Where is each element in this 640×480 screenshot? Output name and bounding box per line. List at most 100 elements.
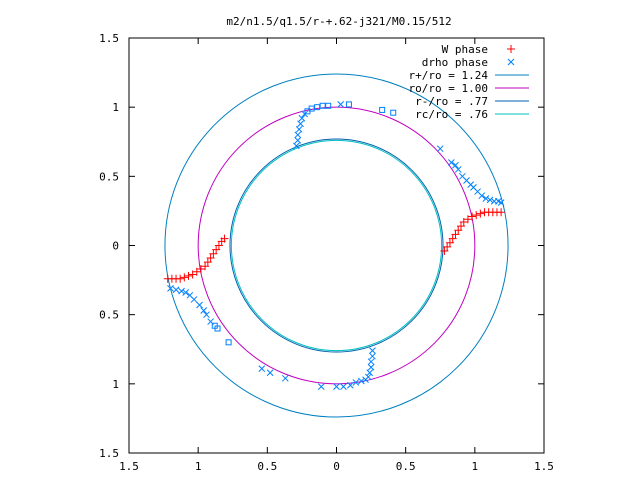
drho-phase-point [482, 195, 490, 202]
drho-phase-point [366, 369, 374, 377]
x-tick-label: 0 [333, 460, 340, 473]
drho-phase-point [200, 307, 208, 314]
drho-phase-point [345, 101, 352, 108]
drho-phase-point [203, 311, 210, 319]
drho-phase-point [293, 142, 300, 150]
w-phase-point [214, 241, 223, 250]
drho-phase-point [436, 145, 444, 153]
x-tick-label: 1 [472, 460, 479, 473]
y-tick-label: 1.5 [99, 32, 119, 45]
radius-circle [229, 138, 444, 353]
legend-label: ro/ro = 1.00 [409, 82, 488, 95]
drho-phase-point [486, 196, 494, 204]
drho-phase-point [214, 325, 221, 332]
drho-phase-point [346, 381, 354, 389]
drho-phase-point [298, 114, 306, 122]
drho-phase-point [367, 358, 375, 366]
drho-phase-point [447, 159, 455, 166]
chart-title: m2/n1.5/q1.5/r-+.62-j321/M0.15/512 [226, 15, 451, 28]
legend-marker [507, 58, 515, 66]
w-phase-point [472, 211, 481, 220]
drho-phase-point [167, 285, 174, 292]
x-tick-label: 1.5 [534, 460, 554, 473]
drho-phase-point [225, 339, 232, 346]
drho-phase-point [390, 109, 397, 116]
y-tick-label: 1 [112, 378, 119, 391]
w-phase-point [451, 230, 460, 239]
x-tick-label: 1 [195, 460, 202, 473]
drho-phase-point [308, 105, 315, 112]
drho-phase-point [294, 137, 302, 144]
legend-label: r-/ro = .77 [415, 95, 488, 108]
drho-phase-point [454, 166, 462, 173]
radius-circle [164, 73, 509, 418]
drho-phase-point [452, 161, 459, 169]
drho-phase-point [364, 373, 372, 381]
legend-label: drho phase [422, 56, 488, 69]
drho-phase-point [314, 104, 321, 111]
w-phase-point [180, 273, 189, 282]
radius-circle [197, 106, 476, 385]
w-phase-point [176, 274, 185, 283]
w-phase-point [445, 238, 454, 247]
w-phase-point [454, 226, 463, 235]
y-tick-label: 0.5 [99, 170, 119, 183]
drho-phase-point [369, 352, 376, 360]
w-phase-point [201, 262, 210, 271]
drho-phase-point [317, 383, 325, 390]
w-phase-point [468, 212, 477, 221]
drho-phase-point [478, 192, 486, 200]
axis-ticks: 1.5 1 0.5 0 0.5 1 1.51.510.500.511.5 [99, 32, 554, 473]
legend-label: rc/ro = .76 [415, 108, 488, 121]
drho-phase-point [196, 301, 203, 309]
w-phase-point [184, 271, 193, 280]
x-tick-label: 0.5 [257, 460, 277, 473]
w-phase-point [459, 217, 468, 226]
w-phase-point [440, 247, 449, 256]
drho-phase-point [352, 379, 360, 386]
drho-phase-point [379, 106, 386, 113]
drho-phase-point [337, 101, 345, 108]
drho-phase-point [178, 287, 185, 295]
w-phase-point [476, 209, 485, 218]
legend-label: W phase [442, 43, 488, 56]
radius-circle [230, 139, 443, 352]
drho-phase-point [281, 374, 289, 382]
w-phase-point [203, 258, 212, 267]
w-phase-point [457, 222, 465, 231]
drho-phase-point [182, 289, 190, 296]
y-tick-label: 0 [112, 240, 119, 253]
w-phase-point [463, 215, 472, 224]
w-phase-point [196, 265, 205, 274]
drho-phase-point [190, 296, 198, 303]
x-tick-label: 1.5 [119, 460, 139, 473]
data-points [163, 101, 506, 390]
y-tick-label: 1 [112, 101, 119, 114]
legend-label: r+/ro = 1.24 [409, 69, 489, 82]
drho-phase-point [497, 199, 505, 206]
drho-phase-point [358, 377, 365, 385]
w-phase-point [220, 234, 229, 243]
drho-phase-point [333, 383, 340, 390]
w-phase-point [497, 208, 506, 217]
legend-marker [507, 45, 515, 53]
drho-phase-point [340, 383, 347, 390]
radius-circles [164, 73, 509, 418]
drho-phase-point [172, 286, 180, 294]
drho-phase-point [295, 125, 303, 133]
drho-phase-point [369, 347, 376, 354]
w-phase-point [209, 249, 218, 258]
w-phase-point [448, 234, 457, 243]
drho-phase-point [294, 131, 302, 139]
drho-phase-point [297, 120, 304, 128]
y-tick-label: 0.5 [99, 309, 119, 322]
w-phase-point [188, 270, 197, 279]
w-phase-point [192, 267, 201, 276]
drho-phase-point [266, 369, 274, 377]
drho-phase-point [319, 102, 326, 109]
drho-phase-point [325, 102, 332, 109]
drho-phase-point [367, 363, 375, 371]
w-phase-point [212, 245, 221, 254]
x-tick-label: 0.5 [396, 460, 416, 473]
